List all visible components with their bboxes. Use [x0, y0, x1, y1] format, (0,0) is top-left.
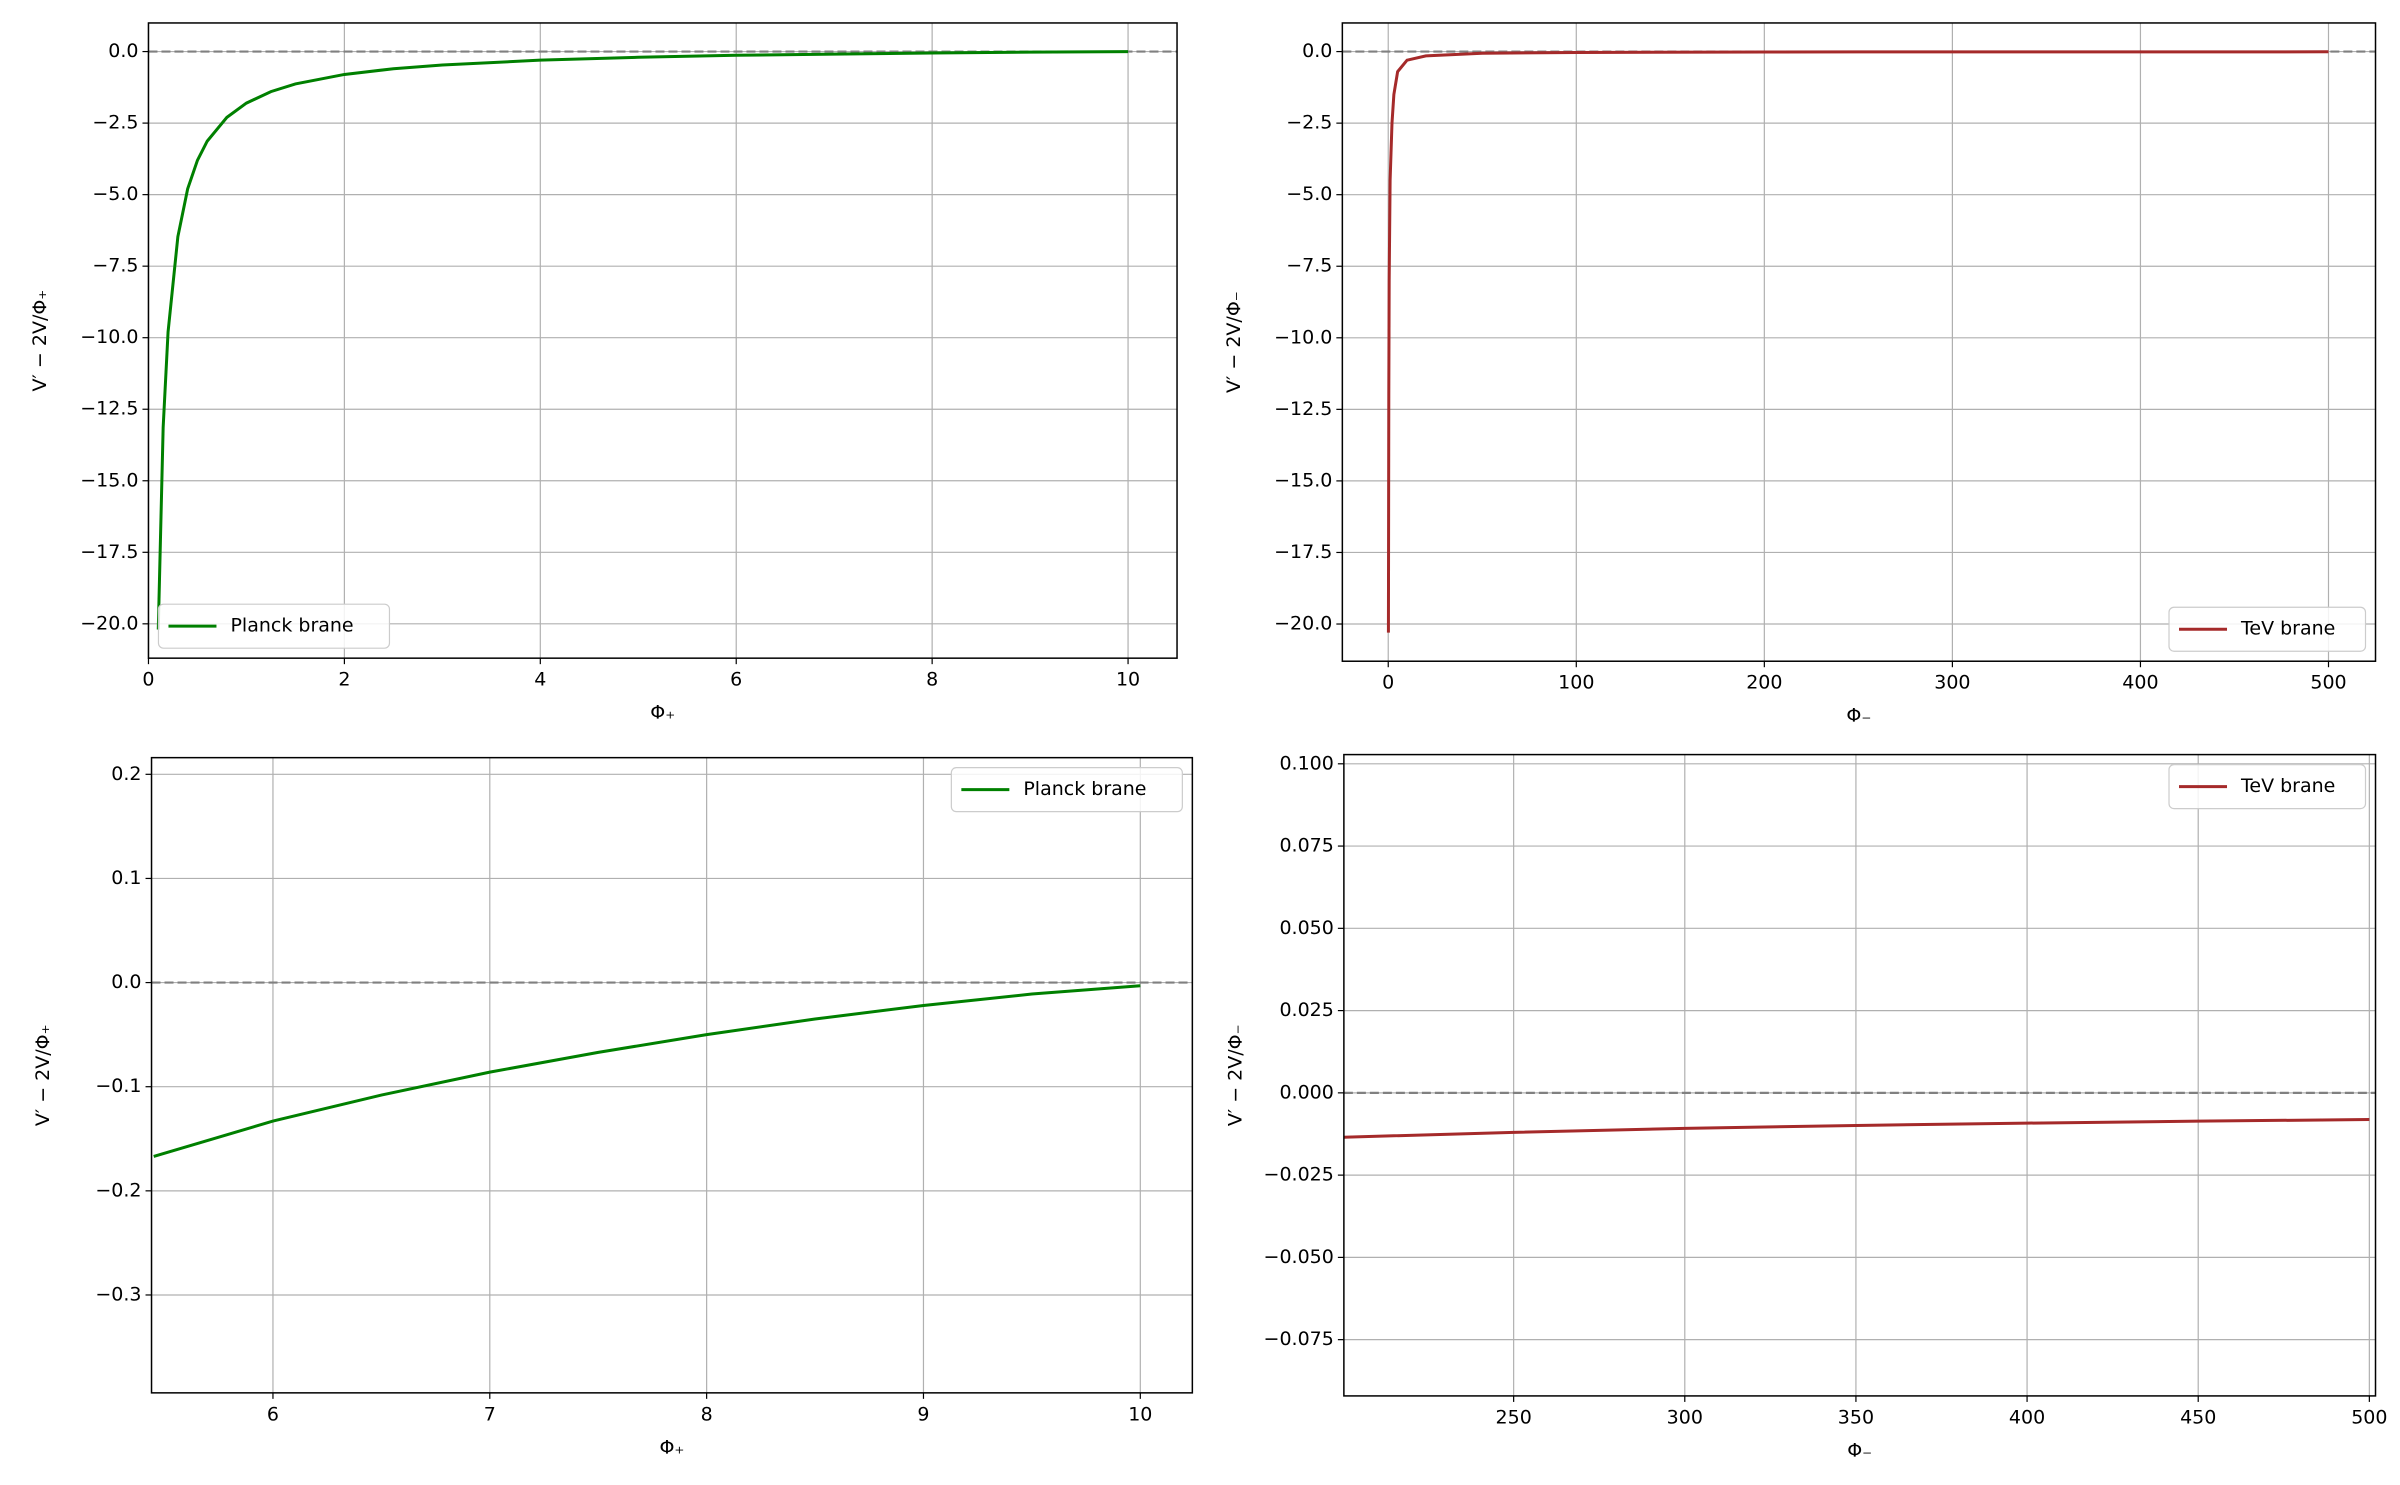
y-tick-label: −0.050: [1264, 1246, 1334, 1268]
y-tick-label: −2.5: [92, 112, 138, 134]
x-tick-label: 200: [1746, 672, 1782, 694]
y-tick-label: −0.3: [95, 1283, 141, 1305]
data-line: [1386, 50, 2329, 633]
legend-label: TeV brane: [2240, 775, 2335, 797]
data-line: [153, 984, 1141, 1158]
y-tick-label: 0.2: [111, 763, 141, 785]
legend: [2168, 763, 2367, 810]
x-axis-label: Φ₊: [650, 702, 675, 724]
y-tick-label: −5.0: [92, 183, 138, 205]
y-axis-label: V′ − 2V/Φ₋: [1223, 291, 1245, 393]
y-axis-label: V′ − 2V/Φ₊: [29, 290, 51, 392]
y-axis-label: V′ − 2V/Φ₋: [1224, 1024, 1246, 1126]
x-axis-label: Φ₋: [1846, 705, 1871, 727]
y-tick-label: −12.5: [80, 398, 138, 420]
x-tick-label: 500: [2351, 1406, 2387, 1428]
y-tick-label: −7.5: [92, 255, 138, 277]
subplot: 0 100 200 300 400 500 0.0 −2.5 −5.0 −7.5 −10.0 −12.…: [1223, 22, 2377, 727]
y-tick-label: 0.000: [1279, 1081, 1333, 1103]
x-tick-label: 0: [1382, 672, 1394, 694]
legend-label: Planck brane: [1023, 778, 1146, 800]
y-tick-label: −5.0: [1286, 183, 1332, 205]
axes-frame: [1341, 22, 2377, 662]
y-tick-label: −15.0: [1274, 469, 1332, 491]
subplot: 0 2 4 6 8 10 0.0 −2.5 −5.0 −7.5 −10.0 −12.5 −15.0 −17…: [29, 22, 1178, 724]
legend-label: TeV brane: [2240, 618, 2335, 640]
subplot: 6 7 8 9 10 0.2 0.1 0.0 −0.1 −0.2 −0.3 Φ₊ V′ − 2V/Φ₊ P…: [32, 756, 1194, 1458]
x-axis-label: Φ₊: [659, 1436, 684, 1458]
data-line: [156, 50, 1129, 630]
legend: [2168, 606, 2367, 652]
x-axis-label: Φ₋: [1847, 1439, 1872, 1461]
y-tick-label: −7.5: [1286, 255, 1332, 277]
x-tick-label: 500: [2310, 672, 2346, 694]
y-tick-label: −0.075: [1264, 1328, 1334, 1350]
y-tick-label: 0.050: [1279, 917, 1333, 939]
x-tick-label: 250: [1496, 1406, 1532, 1428]
x-tick-label: 4: [534, 669, 546, 691]
y-tick-label: 0.100: [1279, 752, 1333, 774]
x-tick-label: 400: [2122, 672, 2158, 694]
subplot: 250 300 350 400 450 500 0.100 0.075 0.050 0.025 0.…: [1224, 752, 2387, 1461]
x-tick-label: 400: [2009, 1406, 2045, 1428]
y-tick-label: −17.5: [80, 541, 138, 563]
x-tick-label: 8: [701, 1403, 713, 1425]
x-tick-label: 7: [484, 1403, 496, 1425]
y-tick-label: −15.0: [80, 469, 138, 491]
y-tick-label: −0.2: [95, 1179, 141, 1201]
y-tick-label: 0.1: [111, 867, 141, 889]
x-tick-label: 100: [1558, 672, 1594, 694]
x-tick-label: 10: [1128, 1403, 1152, 1425]
x-tick-label: 0: [142, 669, 154, 691]
legend: [157, 603, 391, 649]
data-line: [1343, 1118, 2370, 1139]
y-tick-label: −2.5: [1286, 112, 1332, 134]
y-axis-label: V′ − 2V/Φ₊: [32, 1024, 54, 1126]
y-tick-label: −17.5: [1274, 541, 1332, 563]
x-tick-label: 2: [338, 669, 350, 691]
y-tick-label: 0.025: [1279, 999, 1333, 1021]
x-tick-label: 300: [1667, 1406, 1703, 1428]
x-tick-label: 450: [2180, 1406, 2216, 1428]
axes-frame: [147, 22, 1178, 659]
y-tick-label: −20.0: [80, 612, 138, 634]
y-tick-label: −0.025: [1264, 1164, 1334, 1186]
y-tick-label: −12.5: [1274, 398, 1332, 420]
x-tick-label: 10: [1116, 669, 1140, 691]
y-tick-label: −10.0: [80, 326, 138, 348]
legend: [950, 767, 1183, 813]
y-tick-label: 0.075: [1279, 835, 1333, 857]
y-tick-label: −20.0: [1274, 613, 1332, 635]
y-tick-label: −10.0: [1274, 326, 1332, 348]
x-tick-label: 6: [730, 669, 742, 691]
x-tick-label: 350: [1838, 1406, 1874, 1428]
axes-frame: [150, 756, 1194, 1394]
legend-label: Planck brane: [230, 615, 353, 637]
x-tick-label: 9: [917, 1403, 929, 1425]
x-tick-label: 8: [926, 669, 938, 691]
y-tick-label: 0.0: [111, 971, 141, 993]
x-tick-label: 300: [1934, 672, 1970, 694]
axes-frame: [1343, 753, 2377, 1397]
y-tick-label: 0.0: [1302, 40, 1332, 62]
y-tick-label: 0.0: [108, 40, 138, 62]
y-tick-label: −0.1: [95, 1075, 141, 1097]
x-tick-label: 6: [267, 1403, 279, 1425]
